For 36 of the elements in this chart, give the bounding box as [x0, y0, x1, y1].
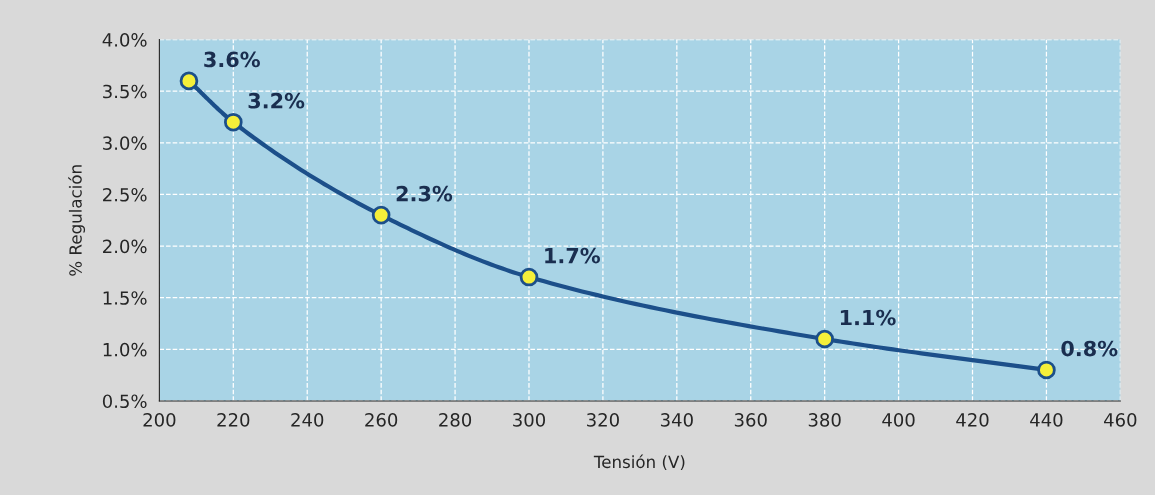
point	[371, 205, 391, 225]
point	[815, 329, 834, 349]
point	[224, 112, 243, 132]
x-tick-label: 280	[439, 413, 472, 427]
x-tick-label: 340	[660, 413, 693, 427]
point	[179, 71, 199, 91]
data-label: 3.6%	[204, 51, 260, 68]
x-tick-label: 460	[1104, 413, 1137, 427]
x-tick-label: 200	[143, 413, 176, 427]
x-tick-label: 440	[1030, 413, 1063, 427]
y-tick-label: 3.0%	[103, 136, 147, 150]
x-tick-label: 360	[734, 413, 767, 427]
x-tick-label: 400	[882, 413, 915, 427]
point	[519, 267, 539, 287]
x-tick-label: 260	[365, 413, 398, 427]
y-tick-label: 1.0%	[103, 342, 147, 357]
data-label: 1.7%	[545, 247, 600, 264]
data-label: 3.2%	[248, 92, 305, 109]
x-tick-label: 300	[513, 413, 546, 427]
y-tick-label: 1.5%	[103, 291, 147, 305]
y-tick-label: 2.5%	[103, 187, 147, 202]
x-tick-label: 380	[808, 413, 841, 427]
y-tick-label: 2.0%	[103, 239, 147, 254]
point	[1037, 360, 1056, 380]
y-tick-label: 4.0%	[102, 33, 147, 47]
x-tick-label: 220	[217, 413, 250, 427]
x-tick-label: 240	[291, 413, 324, 427]
data-label: 2.3%	[396, 185, 453, 202]
x-tick-label: 420	[956, 413, 989, 427]
data-label: 1.1%	[840, 309, 896, 326]
x-tick-label: 320	[587, 413, 619, 427]
y-axis-title: % Regulación	[68, 165, 86, 276]
y-tick-label: 0.5%	[102, 394, 147, 409]
x-axis-title: Tensión (V)	[593, 454, 685, 471]
y-tick-label: 3.5%	[103, 84, 147, 99]
data-label: 0.8%	[1061, 340, 1118, 357]
